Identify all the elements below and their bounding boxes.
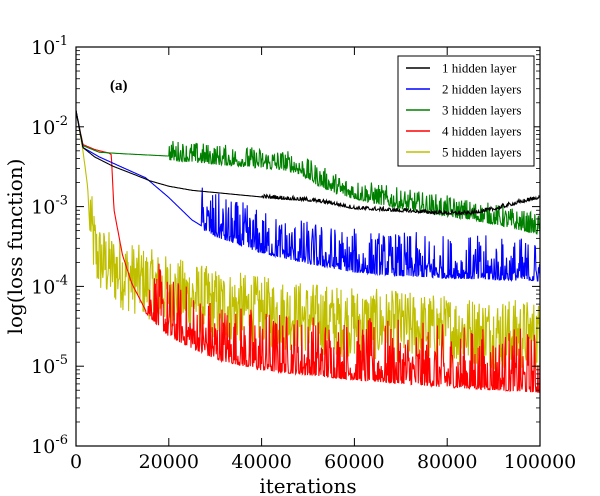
x-tick-label: 100000 bbox=[504, 451, 577, 473]
series-line-4-hidden-layers bbox=[76, 110, 540, 395]
legend-label-4-hidden-layers: 4 hidden layers bbox=[442, 124, 521, 139]
y-tick-label: 10-2 bbox=[31, 114, 68, 139]
legend-label-3-hidden-layers: 3 hidden layers bbox=[442, 103, 521, 118]
x-tick-label: 60000 bbox=[324, 451, 384, 473]
legend-label-1-hidden-layer: 1 hidden layer bbox=[442, 61, 517, 76]
legend: 1 hidden layer 2 hidden layers 3 hidden la… bbox=[397, 55, 535, 167]
series-layer bbox=[76, 110, 540, 395]
y-tick-label: 10-1 bbox=[31, 34, 68, 59]
series-line-3-hidden-layers bbox=[76, 110, 540, 235]
legend-label-5-hidden-layers: 5 hidden layers bbox=[442, 145, 521, 160]
series-2-hidden-layers bbox=[76, 110, 540, 282]
y-tick-label: 10-5 bbox=[31, 353, 68, 378]
x-axis-title: iterations bbox=[259, 474, 356, 496]
x-tick-label: 40000 bbox=[231, 451, 291, 473]
legend-label-2-hidden-layers: 2 hidden layers bbox=[442, 82, 521, 97]
series-line-2-hidden-layers bbox=[76, 110, 540, 282]
y-tick-label: 10-4 bbox=[31, 273, 68, 298]
y-tick-label: 10-6 bbox=[31, 433, 68, 458]
series-3-hidden-layers bbox=[76, 110, 540, 235]
legend-box bbox=[397, 55, 535, 167]
series-line-1-hidden-layer bbox=[76, 110, 540, 216]
plot-frame bbox=[75, 46, 541, 447]
x-tick-label: 20000 bbox=[139, 451, 199, 473]
x-tick-label: 0 bbox=[70, 451, 82, 473]
series-1-hidden-layer bbox=[76, 110, 540, 216]
y-axis-title: log(loss function) bbox=[3, 159, 27, 335]
ticks-layer: 0 20000 40000 60000 80000 100000 10-1 10-2 10-3 1… bbox=[31, 34, 576, 473]
x-tick-label: 80000 bbox=[417, 451, 477, 473]
y-tick-label: 10-3 bbox=[31, 194, 68, 219]
series-4-hidden-layers bbox=[76, 110, 540, 395]
panel-label: (a) bbox=[110, 78, 128, 94]
